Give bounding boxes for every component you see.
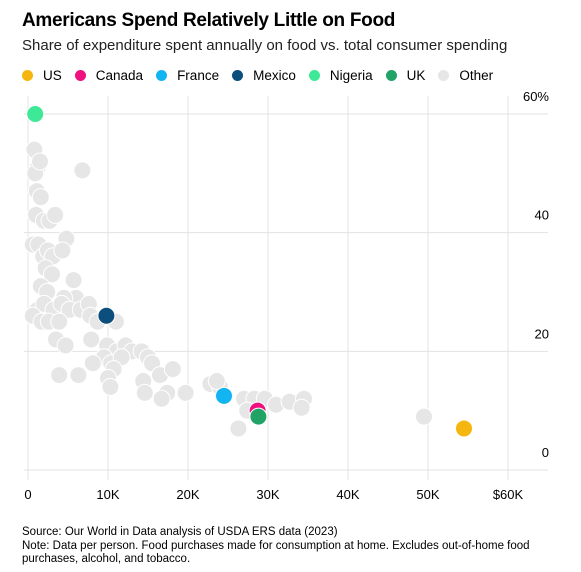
x-axis-ticks: 0 10K 20K 30K 40K 50K $60K [24, 487, 523, 502]
legend-label-mexico: Mexico [253, 68, 296, 83]
data-point-other [82, 330, 101, 349]
data-point-nigeria [26, 105, 45, 123]
legend-swatch-us [22, 70, 33, 81]
y-tick-label: 60% [523, 89, 549, 104]
data-point-other [69, 366, 88, 385]
x-tick-label: 0 [24, 487, 31, 502]
data-point-france [215, 386, 233, 405]
legend-item-canada: Canada [74, 68, 144, 83]
data-point-other [176, 383, 195, 402]
legend-label-canada: Canada [95, 68, 144, 83]
data-point-other [46, 205, 65, 224]
x-tick-label: 20K [176, 487, 199, 502]
data-point-other [292, 398, 311, 417]
legend-item-us: US [22, 68, 62, 83]
legend-label-other: Other [459, 68, 494, 83]
legend-item-mexico: Mexico [232, 68, 296, 83]
data-note: Note: Data per person. Food purchases ma… [22, 539, 530, 566]
footer: Source: Our World in Data analysis of US… [22, 526, 572, 567]
legend: US Canada France Mexico Nigeria UK Other [22, 68, 506, 83]
y-tick-label: 20 [535, 326, 549, 341]
x-tick-label: 30K [256, 487, 279, 502]
data-point-other [31, 188, 50, 207]
legend-item-nigeria: Nigeria [308, 68, 373, 83]
data-point-other [207, 372, 226, 390]
data-point-other [64, 271, 83, 290]
data-point-other [101, 377, 120, 396]
legend-item-uk: UK [385, 68, 426, 83]
data-point-other [415, 407, 433, 426]
data-point-other [73, 161, 92, 180]
data-point-other [163, 360, 182, 379]
data-points [23, 105, 473, 438]
legend-swatch-nigeria [308, 70, 320, 81]
data-point-other [135, 383, 154, 402]
chart-title: Americans Spend Relatively Little on Foo… [22, 10, 396, 31]
legend-swatch-uk [385, 70, 397, 81]
legend-swatch-mexico [232, 70, 244, 81]
data-point-us [455, 419, 473, 438]
data-point-other [56, 336, 75, 355]
x-tick-label: $60K [493, 487, 524, 502]
data-point-other [83, 354, 102, 373]
x-tick-label: 50K [416, 487, 439, 502]
legend-label-nigeria: Nigeria [329, 68, 373, 83]
data-point-other [50, 366, 69, 385]
legend-swatch-other [438, 70, 450, 81]
x-tick-label: 10K [96, 487, 119, 502]
legend-item-france: France [156, 68, 219, 83]
data-point-other [50, 312, 69, 331]
legend-item-other: Other [438, 68, 493, 83]
scatter-chart: 0 10K 20K 30K 40K 50K $60K 0 20 40 60% [23, 89, 549, 502]
legend-label-france: France [177, 68, 220, 83]
data-point-other [43, 265, 61, 284]
data-point-mexico [97, 306, 116, 325]
chart-subtitle: Share of expenditure spent annually on f… [22, 37, 508, 54]
x-tick-label: 40K [336, 487, 359, 502]
y-tick-label: 0 [542, 445, 549, 460]
data-point-uk [249, 407, 268, 426]
data-point-other [53, 241, 72, 260]
data-point-other [229, 419, 248, 438]
y-axis-ticks: 0 20 40 60% [523, 89, 549, 460]
source-note: Source: Our World in Data analysis of US… [22, 526, 338, 538]
legend-swatch-canada [74, 70, 86, 81]
legend-label-us: US [43, 68, 62, 83]
legend-swatch-france [156, 70, 168, 81]
legend-label-uk: UK [406, 68, 426, 83]
y-tick-label: 40 [535, 208, 549, 223]
data-point-other [152, 389, 171, 408]
data-point-other [31, 152, 49, 171]
